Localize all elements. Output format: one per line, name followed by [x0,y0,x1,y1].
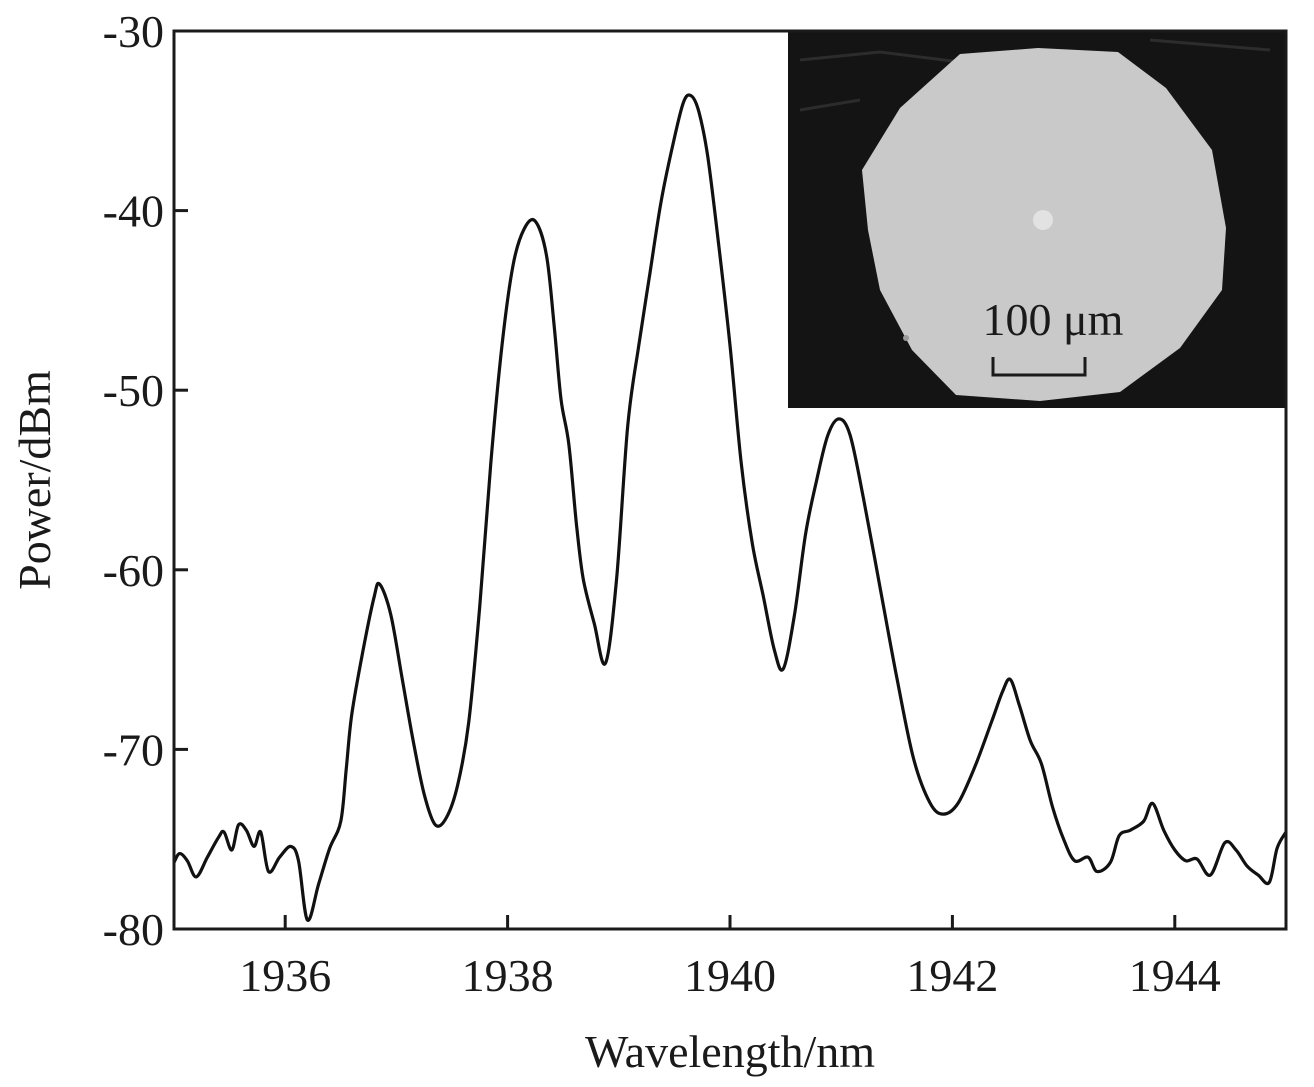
y-tick-label: -80 [103,904,164,955]
x-tick-label: 1938 [462,950,554,1001]
y-tick-label: -30 [103,6,164,57]
plot-frame [172,29,1288,931]
x-axis-title: Wavelength/nm [585,1026,875,1077]
inset-noise-streak [799,38,1271,112]
x-tick-label: 1942 [906,950,998,1001]
x-tick-label: 1936 [239,950,331,1001]
inset-speck [903,335,909,341]
x-tick-label: 1944 [1129,950,1221,1001]
scale-bar-label: 100 μm [983,294,1124,345]
y-axis-title: Power/dBm [9,370,60,590]
y-tick-label: -70 [103,724,164,775]
y-tick-label: -50 [103,365,164,416]
series-layer [172,93,1288,922]
scale-bar [991,357,1087,377]
y-axis-ticks: -30 -40 -50 -60 -70 -80 [103,6,188,955]
fiber-cross-section-inset: 100 μm [788,31,1286,408]
fiber-core [1033,210,1053,230]
y-tick-label: -60 [103,545,164,596]
x-axis-ticks: 1936 1938 1940 1942 1944 [239,915,1221,1001]
spectrum-line [172,93,1288,922]
y-tick-label: -40 [103,186,164,237]
x-tick-label: 1940 [684,950,776,1001]
